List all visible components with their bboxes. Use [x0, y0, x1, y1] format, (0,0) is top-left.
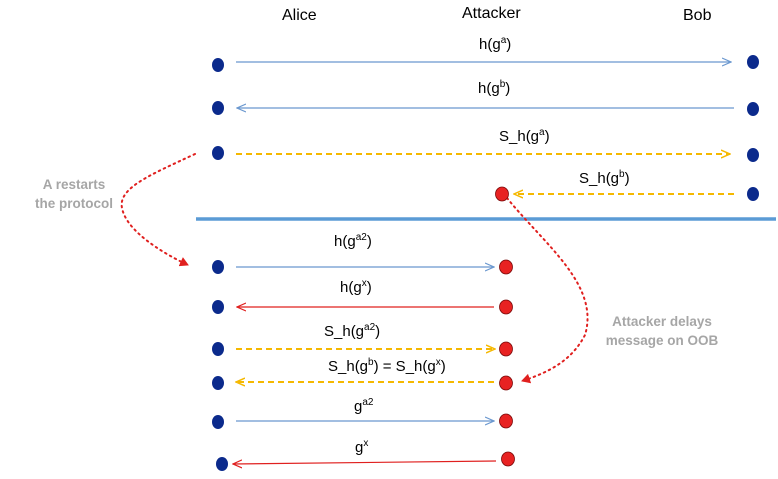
message-label: ga2 [354, 397, 374, 416]
attacker-dot [499, 299, 513, 315]
restart-dotted-arrow [120, 153, 196, 267]
message-label: h(ga2) [334, 232, 372, 251]
attacker-dot [499, 375, 513, 391]
alice-dot [212, 101, 224, 115]
party-label-alice: Alice [282, 7, 317, 24]
message-label: S_h(ga) [499, 127, 550, 146]
bob-dot [747, 102, 759, 116]
message-label: h(gx) [340, 278, 372, 297]
message-label: h(ga) [479, 35, 512, 54]
alice-dot [212, 260, 224, 274]
alice-dot [212, 146, 224, 160]
alice-dot [216, 457, 228, 471]
bob-dot [747, 55, 759, 69]
attacker-dot [501, 451, 515, 467]
message-label: S_h(gb) = S_h(gx) [328, 357, 446, 376]
alice-dot [212, 300, 224, 314]
attacker-dot [495, 186, 509, 202]
delay-dotted-arrow [506, 197, 589, 384]
alice-dot [212, 342, 224, 356]
alice-dot [212, 415, 224, 429]
bob-dot [747, 148, 759, 162]
message-label: S_h(gb) [579, 169, 630, 188]
delay-note: Attacker delays message on OOB [605, 314, 719, 348]
msg-arrow-10 [233, 461, 497, 464]
message-label: S_h(ga2) [324, 322, 381, 341]
alice-dot [212, 376, 224, 390]
attacker-dot [499, 413, 513, 429]
message-label: gx [355, 438, 369, 457]
message-label: h(gb) [478, 79, 511, 98]
party-label-bob: Bob [683, 7, 712, 24]
restart-note: A restarts the protocol [35, 177, 113, 211]
party-label-attacker: Attacker [462, 5, 521, 22]
attacker-dot [499, 259, 513, 275]
bob-dot [747, 187, 759, 201]
attacker-dot [499, 341, 513, 357]
alice-dot [212, 58, 224, 72]
